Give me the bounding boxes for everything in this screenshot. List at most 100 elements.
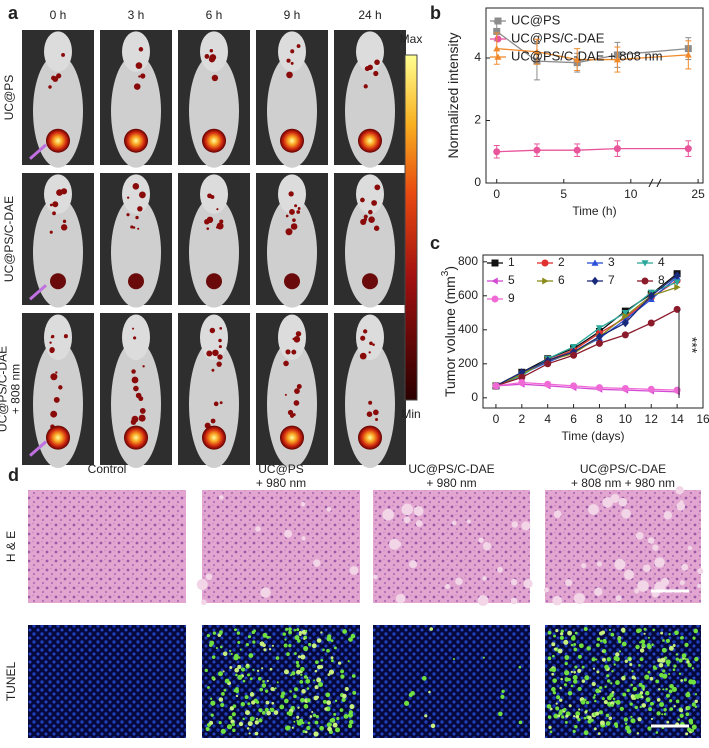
legend-label: 8 (658, 273, 665, 287)
significance: *** (684, 337, 700, 354)
apoptotic-cell (594, 699, 597, 703)
mouse-head (122, 174, 150, 214)
apoptotic-cell (660, 657, 666, 663)
apoptotic-cell (685, 732, 689, 736)
tissue-void (196, 578, 208, 590)
x-tick-label: 0 (493, 187, 500, 201)
apoptotic-cell (622, 692, 627, 697)
data-point (613, 56, 621, 63)
tissue-void (679, 580, 685, 586)
x-tick-label: 6 (570, 412, 577, 426)
apoptotic-cell (666, 720, 670, 724)
chart: 0 2 4 0 5 10 25 Time (h) Normalized intensity UC@… (445, 7, 705, 218)
apoptotic-cell (333, 646, 337, 650)
apoptotic-cell (578, 686, 581, 689)
data-point (533, 48, 541, 55)
apoptotic-cell (583, 730, 589, 736)
signal-speck (55, 371, 58, 374)
apoptotic-cell (559, 686, 562, 690)
signal-speck (285, 349, 291, 355)
apoptotic-cell (316, 695, 320, 699)
apoptotic-cell (668, 633, 671, 636)
apoptotic-cell (661, 647, 667, 653)
series-line (495, 286, 678, 387)
mouse-body (111, 340, 161, 469)
apoptotic-cell (251, 700, 256, 705)
apoptotic-cell (689, 720, 694, 725)
legend-marker (591, 276, 599, 286)
mouse-body (267, 54, 317, 168)
apoptotic-cell (618, 650, 622, 653)
apoptotic-cell (644, 674, 650, 680)
mouse-head (200, 314, 228, 361)
mouse-image (256, 313, 328, 469)
tissue-void (466, 519, 471, 524)
tumor-signal (284, 273, 300, 290)
apoptotic-cell (555, 629, 559, 633)
mouse-head (356, 314, 384, 361)
apoptotic-cell (573, 643, 577, 646)
tissue-void (623, 569, 634, 580)
apoptotic-cell (296, 663, 300, 668)
signal-speck (219, 219, 224, 224)
signal-speck (204, 54, 210, 59)
apoptotic-cell (234, 667, 240, 673)
apoptotic-cell (547, 656, 552, 661)
legend-marker (494, 53, 502, 60)
tissue-void (675, 486, 684, 495)
tissue-void (455, 577, 463, 586)
legend-marker (541, 259, 549, 267)
tumor-signal (206, 273, 222, 290)
apoptotic-cell (677, 718, 680, 721)
apoptotic-cell (639, 705, 642, 709)
signal-speck (52, 211, 56, 216)
data-point (544, 380, 552, 388)
micrograph (28, 490, 186, 603)
apoptotic-cell (293, 694, 297, 699)
apoptotic-cell (237, 664, 242, 669)
tissue-void (413, 506, 424, 516)
tissue-void (255, 526, 261, 532)
mouse-head (44, 31, 72, 72)
tissue-void (511, 521, 519, 528)
apoptotic-cell (556, 695, 561, 700)
signal-speck (60, 224, 68, 231)
apoptotic-cell (641, 703, 647, 708)
signal-speck (211, 74, 219, 82)
tissue-void (610, 493, 620, 503)
tumor-signal (280, 425, 304, 450)
apoptotic-cell (669, 699, 673, 703)
tissue-void (373, 574, 378, 580)
tumor-signal (358, 425, 382, 450)
legend-label: 5 (508, 273, 515, 287)
data-point (518, 379, 526, 387)
apoptotic-cell (560, 632, 564, 636)
apoptotic-cell (669, 683, 674, 689)
apoptotic-cell (262, 632, 268, 638)
apoptotic-cell (665, 687, 668, 691)
signal-speck (217, 354, 223, 360)
apoptotic-cell (311, 711, 314, 714)
tissue-void (389, 538, 400, 550)
apoptotic-cell (229, 665, 233, 670)
signal-speck (62, 219, 67, 224)
signal-speck (285, 228, 293, 236)
apoptotic-cell (661, 713, 664, 716)
apoptotic-cell (320, 658, 324, 662)
apoptotic-cell (246, 727, 250, 730)
data-point (647, 291, 655, 300)
signal-speck (368, 400, 373, 405)
apoptotic-cell (299, 680, 304, 684)
tissue-void (478, 537, 484, 543)
apoptotic-cell (687, 727, 692, 732)
tissue-void (403, 516, 411, 524)
apoptotic-cell (266, 710, 271, 716)
apoptotic-cell (570, 684, 574, 688)
apoptotic-cell (482, 656, 485, 659)
apoptotic-cell (326, 700, 332, 705)
apoptotic-cell (230, 719, 235, 724)
y-tick-label: 4 (474, 50, 481, 64)
column-label: Control (88, 462, 127, 476)
column-label: + 980 nm (426, 476, 476, 490)
tumor-signal (124, 425, 148, 450)
